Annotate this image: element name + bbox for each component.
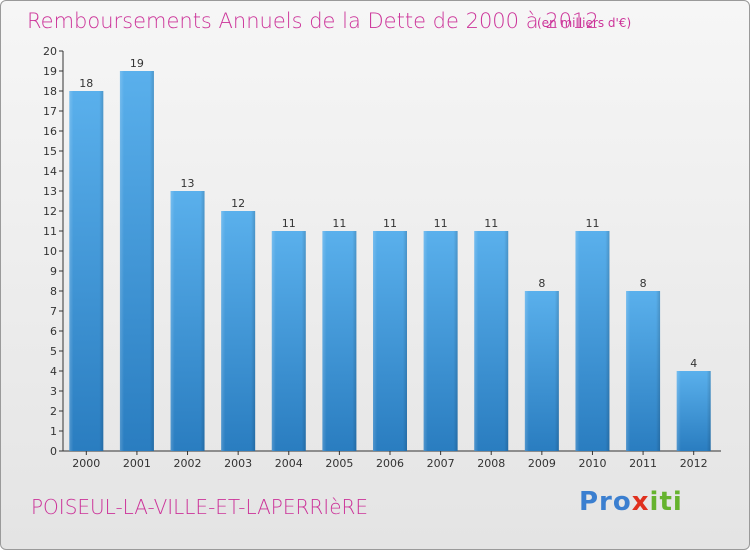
x-tick-label: 2001: [123, 457, 151, 470]
x-tick-label: 2002: [174, 457, 202, 470]
bar: [170, 191, 205, 451]
bar-value-label: 11: [484, 217, 498, 230]
bar-shading: [69, 91, 104, 451]
bar-shading: [423, 231, 458, 451]
bar-value-label: 11: [332, 217, 346, 230]
bar-shading: [271, 231, 306, 451]
x-tick-label: 2011: [629, 457, 657, 470]
y-tick-label: 9: [50, 265, 57, 278]
logo-part-x: x: [631, 487, 650, 517]
x-tick-label: 2010: [578, 457, 606, 470]
x-tick-label: 2007: [427, 457, 455, 470]
logo-part-pro: Pro: [579, 487, 632, 517]
x-tick-label: 2012: [680, 457, 708, 470]
y-tick-label: 0: [50, 445, 57, 458]
bar-value-label: 8: [640, 277, 647, 290]
bar: [119, 71, 154, 451]
x-tick-label: 2008: [477, 457, 505, 470]
bar: [423, 231, 458, 451]
bar-shading: [170, 191, 205, 451]
y-tick-label: 19: [43, 65, 57, 78]
y-tick-label: 3: [50, 385, 57, 398]
y-tick-label: 6: [50, 325, 57, 338]
bar-shading: [524, 291, 559, 451]
bar: [575, 231, 610, 451]
bar-value-label: 11: [282, 217, 296, 230]
y-tick-label: 8: [50, 285, 57, 298]
bar-shading: [575, 231, 610, 451]
bar-shading: [322, 231, 357, 451]
y-tick-label: 12: [43, 205, 57, 218]
x-tick-label: 2005: [325, 457, 353, 470]
x-tick-label: 2004: [275, 457, 303, 470]
city-name: POISEUL-LA-VILLE-ET-LAPERRIèRE: [31, 495, 369, 519]
bar-shading: [676, 371, 711, 451]
x-tick-label: 2003: [224, 457, 252, 470]
chart-value-labels: 18 19 13 12 11 11 11 11 11 8 11 8 4: [79, 57, 697, 370]
bar-value-label: 8: [538, 277, 545, 290]
proxiti-logo: Proxiti: [579, 487, 683, 517]
y-tick-label: 7: [50, 305, 57, 318]
bar-value-label: 4: [690, 357, 697, 370]
bar: [322, 231, 357, 451]
y-tick-label: 16: [43, 125, 57, 138]
y-tick-label: 17: [43, 105, 57, 118]
y-tick-label: 13: [43, 185, 57, 198]
y-tick-label: 11: [43, 225, 57, 238]
x-tick-label: 2000: [72, 457, 100, 470]
bar-value-label: 19: [130, 57, 144, 70]
bar-shading: [373, 231, 407, 451]
bar: [626, 291, 661, 451]
bar: [474, 231, 509, 451]
y-tick-label: 10: [43, 245, 57, 258]
y-tick-label: 18: [43, 85, 57, 98]
bar-shading: [221, 211, 256, 451]
y-tick-label: 5: [50, 345, 57, 358]
logo-part-iti: iti: [649, 487, 683, 517]
bar: [271, 231, 306, 451]
y-tick-label: 20: [43, 45, 57, 58]
bar: [676, 371, 711, 451]
bar: [69, 91, 104, 451]
y-tick-label: 1: [50, 425, 57, 438]
chart-bars: [69, 71, 711, 451]
bar: [373, 231, 407, 451]
bar-value-label: 11: [585, 217, 599, 230]
bar-value-label: 11: [434, 217, 448, 230]
bar-value-label: 13: [181, 177, 195, 190]
bar-value-label: 11: [383, 217, 397, 230]
bar-shading: [474, 231, 509, 451]
bar-shading: [626, 291, 661, 451]
y-tick-label: 15: [43, 145, 57, 158]
bar-shading: [119, 71, 154, 451]
bar: [524, 291, 559, 451]
chart-title: Remboursements Annuels de la Dette de 20…: [27, 9, 599, 33]
bar-value-label: 18: [79, 77, 93, 90]
bar: [221, 211, 256, 451]
bar-value-label: 12: [231, 197, 245, 210]
y-tick-label: 4: [50, 365, 57, 378]
chart-unit: (en milliers d'€): [537, 16, 632, 30]
y-tick-label: 14: [43, 165, 57, 178]
x-tick-label: 2006: [376, 457, 404, 470]
y-tick-label: 2: [50, 405, 57, 418]
x-tick-label: 2009: [528, 457, 556, 470]
